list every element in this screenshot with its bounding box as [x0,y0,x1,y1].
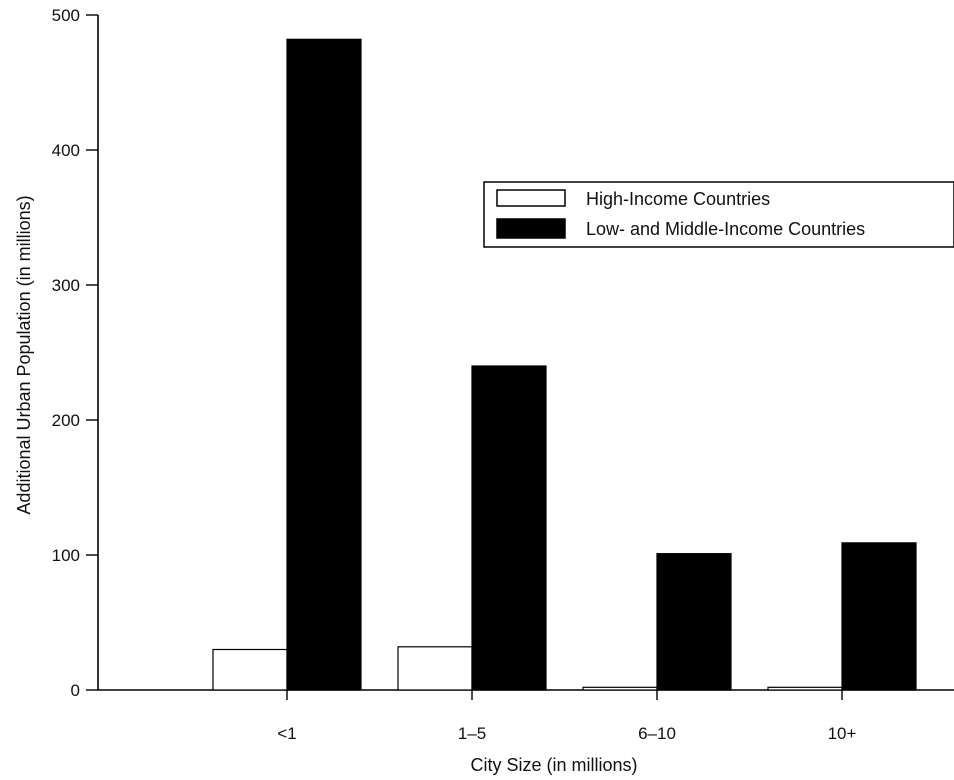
y-tick-label: 400 [52,141,80,160]
bar-high-income-0 [213,650,287,691]
x-tick-label: 10+ [828,724,857,743]
x-tick-label: 6–10 [638,724,676,743]
y-tick-label: 100 [52,546,80,565]
bar-low-middle-income-3 [842,543,916,690]
bars [213,39,916,690]
bar-high-income-2 [583,687,657,690]
bar-low-middle-income-1 [472,366,546,690]
bar-high-income-1 [398,647,472,690]
bar-low-middle-income-2 [657,554,731,690]
y-axis-title: Additional Urban Population (in millions… [14,195,34,514]
y-tick-label: 500 [52,6,80,25]
bar-low-middle-income-0 [287,39,361,690]
legend-label-low-middle-income: Low- and Middle-Income Countries [586,219,865,239]
legend-label-high-income: High-Income Countries [586,189,770,209]
y-tick-label: 300 [52,276,80,295]
legend-swatch-high-income [497,190,565,206]
legend: High-Income Countries Low- and Middle-In… [484,182,954,247]
x-tick-label: 1–5 [458,724,486,743]
legend-swatch-low-middle-income [497,219,565,238]
x-tick-label: <1 [277,724,296,743]
bar-high-income-3 [768,687,842,690]
y-tick-label: 200 [52,411,80,430]
x-axis: <1 1–5 6–10 10+ [98,690,954,743]
y-axis: 0 100 200 300 400 500 [52,6,98,700]
y-tick-label: 0 [71,681,80,700]
x-axis-title: City Size (in millions) [470,755,637,775]
